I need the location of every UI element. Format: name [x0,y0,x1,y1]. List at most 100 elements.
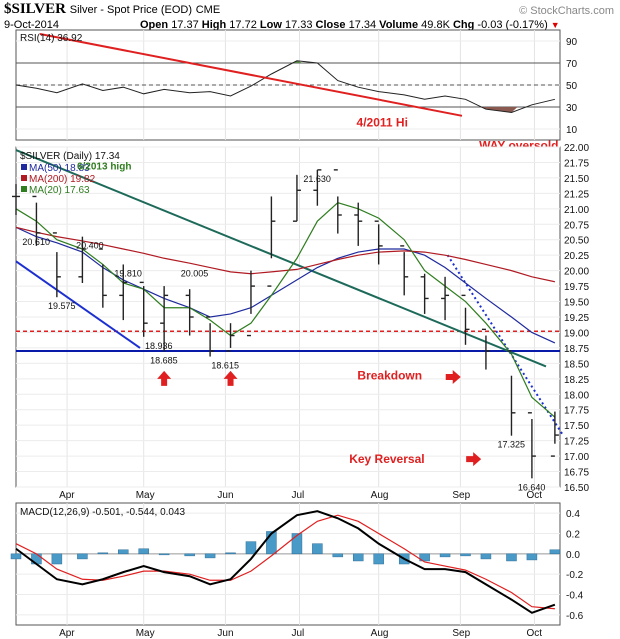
price-value-label: 20.610 [22,237,50,247]
price-value-label: 21.630 [303,174,331,184]
price-tick-label: 17.50 [564,421,589,432]
macd-histogram-bar [460,553,471,557]
rsi-tick-label: 30 [566,103,578,114]
macd-label: MACD(12,26,9) -0.501, -0.544, 0.043 [20,507,186,518]
legend-swatch [21,164,27,170]
price-tick-label: 16.50 [564,483,589,494]
price-tick-label: 19.25 [564,313,589,324]
arrow-right-icon [466,452,482,467]
month-label-price: Jul [291,490,304,501]
blue-trendline [15,260,141,349]
arrow-right-icon [445,369,461,384]
macd-histogram-bar [332,553,344,558]
price-tick-label: 20.50 [564,236,589,247]
price-tick-label: 20.75 [564,220,589,231]
macd-histogram-bar [549,549,561,555]
price-value-label: 17.325 [497,440,525,450]
macd-tick-label: 0.2 [566,530,580,541]
price-tick-label: 20.00 [564,267,589,278]
rsi-oversold-fill [479,107,518,113]
macd-tick-label: -0.6 [566,611,584,622]
rsi-tick-label: 90 [566,37,578,48]
month-label-price: Oct [526,490,542,501]
close-value: 17.34 [348,19,377,31]
annotation-4-2011-hi: 4/2011 Hi [357,115,408,129]
month-label-macd: Aug [371,628,389,639]
annotation-key-reversal: Key Reversal [349,452,424,466]
macd-histogram-bar [77,553,88,560]
exchange: CME [195,4,221,16]
ohlc-readout: Open 17.37 High 17.72 Low 17.33 Close 17… [140,19,560,31]
macd-histogram-bar [97,552,109,555]
macd-histogram-bar [506,553,517,562]
rsi-tick-label: 10 [566,125,578,136]
macd-histogram-bar [51,553,63,565]
legend-swatch [21,175,27,181]
macd-histogram-bar [480,553,492,560]
macd-panel [15,502,561,626]
price-tick-label: 19.50 [564,298,589,309]
price-tick-label: 18.50 [564,359,589,370]
date-label: 9-Oct-2014 [4,19,60,31]
macd-histogram-bar [352,553,364,562]
price-value-label: 16.640 [518,482,546,492]
macd-signal-line [15,514,555,610]
high-value: 17.72 [229,19,257,31]
macd-line [15,510,556,614]
price-tick-label: 19.75 [564,282,589,293]
teal-trendline [15,149,547,368]
price-tick-label: 18.00 [564,390,589,401]
rsi-tick-label: 70 [566,59,578,70]
volume-value: 49.8K [421,19,450,31]
macd-tick-label: 0.4 [566,509,580,520]
month-label-macd: Oct [526,628,542,639]
macd-histogram-bar [419,553,430,562]
arrow-up-icon [223,370,238,386]
price-value-label: 20.005 [181,268,209,278]
price-value-label: 18.615 [211,361,239,371]
legend-ma50-line: MA(50) 18.83 [29,163,90,174]
watermark: © StockCharts.com [519,5,614,17]
down-arrow-icon: ▼ [550,20,560,30]
legend-ma20-line: MA(20) 17.63 [29,185,90,196]
low-value: 17.33 [284,19,313,31]
macd-histogram-bar [158,553,170,556]
ma50-line [15,226,556,344]
macd-histogram-bar [245,541,257,555]
price-value-label: 19.575 [48,301,76,311]
month-label-price: Apr [59,490,75,501]
symbol: $SILVER [4,1,66,17]
month-label-price: Jun [217,490,233,501]
month-label-macd: Apr [59,628,75,639]
month-label-price: Aug [371,490,389,501]
legend-swatch [21,186,27,192]
price-tick-label: 17.00 [564,452,589,463]
macd-histogram-bar [225,552,236,555]
price-value-label: 18.936 [145,341,173,351]
macd-histogram-bar [526,553,538,561]
arrow-up-icon [157,370,172,386]
macd-histogram-bar [204,553,216,559]
rsi-label: RSI(14) 36.92 [20,33,83,44]
macd-histogram-bar [373,553,384,565]
price-tick-label: 19.00 [564,328,589,339]
rsi-line [15,60,556,114]
macd-histogram-bar [10,553,22,560]
price-label: $SILVER (Daily) 17.34 [20,151,120,162]
dotted-trendline [446,254,564,435]
price-tick-label: 21.75 [564,158,589,169]
macd-histogram-bar [439,553,451,558]
macd-histogram-bar [266,531,277,555]
month-label-macd: Jul [291,628,304,639]
month-label-price: May [136,490,155,501]
price-tick-label: 21.00 [564,205,589,216]
macd-histogram-bar [118,549,129,555]
legend-ma200-line: MA(200) 19.82 [29,174,96,185]
price-tick-label: 18.25 [564,375,589,386]
price-tick-label: 22.00 [564,143,589,154]
macd-histogram-bar [312,543,323,555]
open-value: 17.37 [171,19,199,31]
annotation-breakdown: Breakdown [357,369,422,383]
